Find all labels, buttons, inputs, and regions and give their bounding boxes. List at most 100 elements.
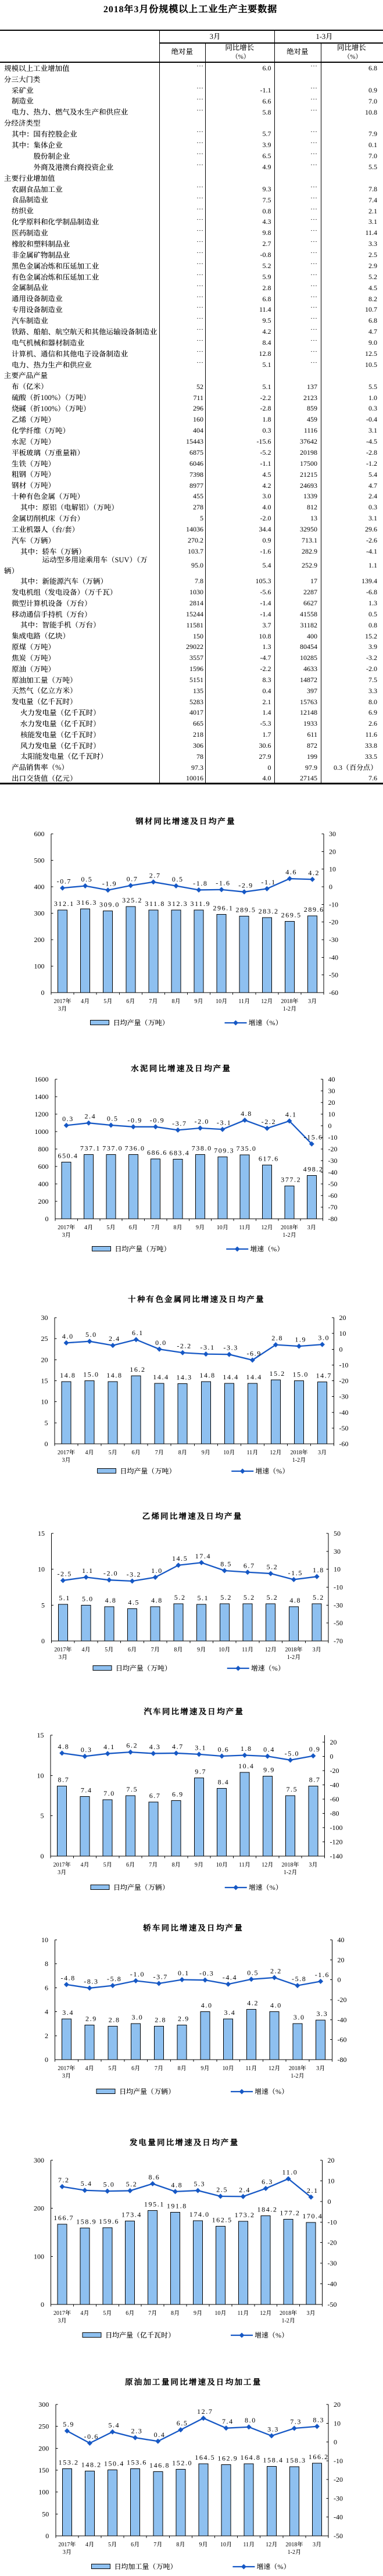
svg-text:-80: -80 <box>328 1214 338 1223</box>
svg-text:7.5: 7.5 <box>126 1784 138 1794</box>
svg-text:十种有色金属同比增速及日均产量: 十种有色金属同比增速及日均产量 <box>128 1293 265 1304</box>
svg-text:0: 0 <box>329 882 332 891</box>
svg-text:10月: 10月 <box>214 2308 226 2317</box>
svg-text:-20: -20 <box>328 2238 337 2247</box>
svg-text:-40: -40 <box>328 1167 338 1177</box>
svg-text:增速（%）: 增速（%） <box>250 1244 284 1254</box>
svg-text:4.8: 4.8 <box>241 1108 252 1118</box>
svg-text:3.4: 3.4 <box>62 2007 74 2017</box>
svg-text:3月: 3月 <box>313 2539 321 2548</box>
svg-text:325.2: 325.2 <box>122 895 142 905</box>
svg-text:1.0: 1.0 <box>151 1565 163 1575</box>
svg-text:5月: 5月 <box>109 1447 117 1456</box>
svg-text:3月: 3月 <box>318 1447 327 1456</box>
svg-text:709.3: 709.3 <box>214 1146 234 1155</box>
svg-text:0: 0 <box>41 1851 44 1861</box>
svg-text:20: 20 <box>41 1354 48 1364</box>
svg-text:11月: 11月 <box>246 2063 257 2072</box>
svg-text:10月: 10月 <box>217 1222 228 1231</box>
svg-text:25: 25 <box>41 1333 48 1343</box>
svg-text:6.7: 6.7 <box>244 1560 255 1570</box>
svg-text:7.4: 7.4 <box>222 2416 234 2426</box>
svg-text:3月: 3月 <box>58 1867 66 1876</box>
svg-text:-5.8: -5.8 <box>107 1974 121 1983</box>
svg-text:4.0: 4.0 <box>201 2000 213 2010</box>
svg-text:7月: 7月 <box>155 1447 164 1456</box>
svg-text:3月: 3月 <box>62 1230 71 1239</box>
svg-text:3.3: 3.3 <box>317 2008 328 2018</box>
svg-text:5.4: 5.4 <box>108 2420 120 2430</box>
svg-text:150.4: 150.4 <box>104 2459 124 2468</box>
svg-text:10: 10 <box>38 1564 45 1574</box>
svg-text:日均产量（万吨）: 日均产量（万吨） <box>113 1018 169 1027</box>
svg-text:-3.2: -3.2 <box>127 1569 141 1579</box>
svg-text:50: 50 <box>334 1528 341 1538</box>
svg-text:5.0: 5.0 <box>103 2179 115 2189</box>
svg-text:增速（%）: 增速（%） <box>251 1663 285 1673</box>
svg-text:10: 10 <box>328 2175 335 2185</box>
svg-text:12月: 12月 <box>260 2308 271 2317</box>
svg-text:683.4: 683.4 <box>169 1147 189 1157</box>
svg-text:146.8: 146.8 <box>149 2460 170 2470</box>
svg-text:173.2: 173.2 <box>235 2210 255 2220</box>
svg-text:600: 600 <box>38 1161 49 1171</box>
svg-text:1600: 1600 <box>35 1074 49 1084</box>
svg-text:184.2: 184.2 <box>257 2204 278 2214</box>
svg-text:发电量同比增速及日均产量: 发电量同比增速及日均产量 <box>129 2136 239 2147</box>
svg-text:2.7: 2.7 <box>149 870 161 880</box>
svg-text:4月: 4月 <box>85 2539 94 2548</box>
svg-text:-5.0: -5.0 <box>285 1748 299 1758</box>
svg-text:2017年: 2017年 <box>58 2539 76 2548</box>
svg-text:2017年: 2017年 <box>58 2063 75 2072</box>
svg-text:153.2: 153.2 <box>59 2457 79 2467</box>
svg-text:5.2: 5.2 <box>220 1592 232 1602</box>
svg-text:2017年: 2017年 <box>54 1644 71 1653</box>
svg-text:1-2月: 1-2月 <box>283 1004 296 1012</box>
svg-text:7月: 7月 <box>151 1222 160 1231</box>
svg-text:311.9: 311.9 <box>191 898 211 908</box>
svg-text:-140: -140 <box>330 1851 343 1861</box>
svg-text:1-2月: 1-2月 <box>284 1867 297 1876</box>
svg-text:14.4: 14.4 <box>153 1372 169 1382</box>
svg-text:283.2: 283.2 <box>259 906 279 916</box>
svg-text:-0.6: -0.6 <box>84 2431 99 2441</box>
svg-text:-2.2: -2.2 <box>262 1116 276 1126</box>
svg-text:0.3: 0.3 <box>81 1744 92 1754</box>
svg-text:2017年: 2017年 <box>53 1860 71 1868</box>
svg-text:-60: -60 <box>328 1190 338 1200</box>
svg-text:737.0: 737.0 <box>102 1143 123 1153</box>
svg-text:2018年: 2018年 <box>281 996 298 1005</box>
svg-text:800: 800 <box>38 1144 49 1154</box>
svg-text:15.0: 15.0 <box>83 1369 99 1379</box>
svg-text:6月: 6月 <box>131 2063 140 2072</box>
svg-text:166.7: 166.7 <box>53 2213 74 2222</box>
svg-text:200: 200 <box>38 2443 49 2453</box>
svg-text:2.3: 2.3 <box>131 2426 143 2436</box>
svg-text:5.3: 5.3 <box>194 2179 205 2189</box>
svg-text:10月: 10月 <box>216 1860 228 1868</box>
svg-text:-1.9: -1.9 <box>102 878 117 888</box>
svg-text:14.4: 14.4 <box>223 1372 238 1382</box>
svg-text:11月: 11月 <box>247 1447 259 1456</box>
svg-text:2017年: 2017年 <box>53 2308 71 2317</box>
svg-text:-120: -120 <box>330 1837 343 1847</box>
svg-text:4.8: 4.8 <box>105 1595 117 1605</box>
svg-text:12.7: 12.7 <box>197 2406 213 2416</box>
svg-text:4月: 4月 <box>80 1860 89 1868</box>
svg-text:8.7: 8.7 <box>309 1774 321 1784</box>
svg-text:148.2: 148.2 <box>81 2459 102 2469</box>
svg-text:3.1: 3.1 <box>195 1742 206 1752</box>
svg-text:8月: 8月 <box>171 2308 180 2317</box>
svg-text:1.9: 1.9 <box>295 1335 306 1344</box>
svg-text:6.9: 6.9 <box>172 1789 184 1799</box>
svg-text:5: 5 <box>41 1600 45 1610</box>
svg-text:10.4: 10.4 <box>238 1761 254 1771</box>
svg-text:20: 20 <box>339 1312 346 1322</box>
svg-text:2.5: 2.5 <box>216 2185 228 2195</box>
svg-text:6月: 6月 <box>126 2308 134 2317</box>
svg-text:3月: 3月 <box>308 996 317 1005</box>
svg-text:2.8: 2.8 <box>109 2014 120 2024</box>
svg-text:8.5: 8.5 <box>220 1558 232 1568</box>
svg-text:736.0: 736.0 <box>125 1143 145 1153</box>
svg-text:0: 0 <box>41 987 45 997</box>
